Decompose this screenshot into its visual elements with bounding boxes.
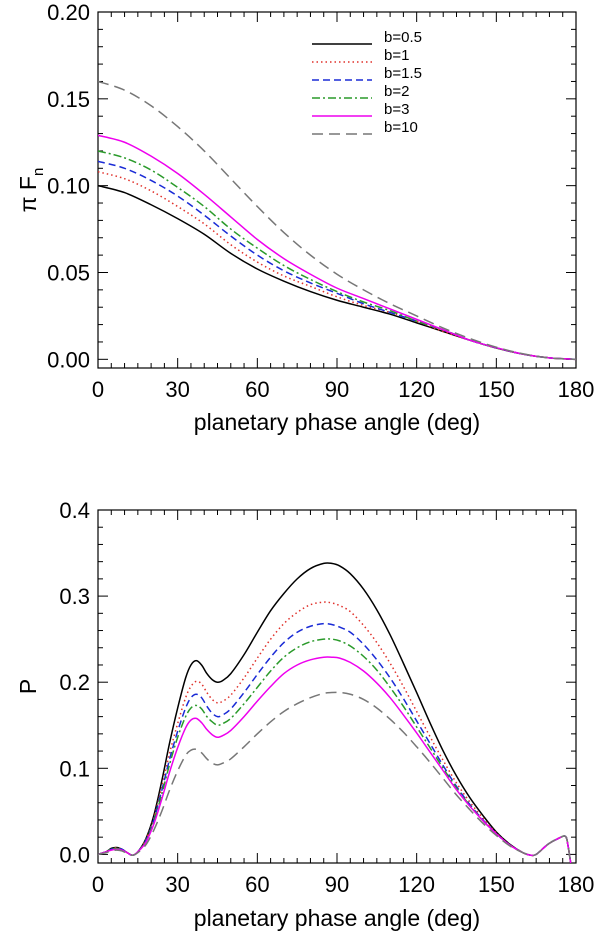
x-tick-label: 90 — [325, 872, 349, 897]
y-tick-label: 0.4 — [59, 498, 90, 523]
y-tick-label: 0.10 — [47, 174, 90, 199]
y-tick-label: 0.3 — [59, 584, 90, 609]
x-axis-label: planetary phase angle (deg) — [194, 905, 480, 931]
x-tick-label: 0 — [92, 872, 104, 897]
y-tick-label: 0.15 — [47, 87, 90, 112]
y-axis-label-subscript: n — [30, 168, 47, 176]
y-axis-label: π Fn — [15, 168, 47, 213]
series-line-b-10 — [98, 80, 576, 361]
series-line-b-1.5 — [98, 622, 572, 863]
series-line-b-10 — [98, 691, 572, 863]
legend-label: b=1.5 — [384, 65, 422, 82]
x-tick-label: 150 — [478, 377, 515, 402]
series-line-b-0.5 — [98, 184, 576, 361]
x-tick-label: 0 — [92, 377, 104, 402]
y-tick-label: 0.1 — [59, 756, 90, 781]
x-tick-label: 180 — [558, 377, 595, 402]
x-tick-label: 120 — [398, 872, 435, 897]
x-tick-label: 120 — [398, 377, 435, 402]
series-line-b-1 — [98, 601, 572, 863]
y-tick-label: 0.20 — [47, 0, 90, 25]
chart-panel-2: 0 30 60 90 120 150 180 0.0 0.1 0.2 0.3 0.4 planetary… — [15, 498, 594, 931]
series-line-b-1 — [98, 171, 576, 361]
legend-label: b=3 — [384, 101, 409, 118]
legend-label: b=0.5 — [384, 29, 422, 46]
chart-panel-1: 0 30 60 90 120 150 180 0.00 0.05 0.10 0.15 0.20 plan… — [15, 0, 594, 435]
y-axis-label-main: P — [15, 679, 41, 694]
series-line-b-3 — [98, 656, 572, 863]
x-tick-label: 90 — [325, 377, 349, 402]
y-tick-label: 0.05 — [47, 260, 90, 285]
plot-frame — [97, 11, 577, 369]
y-axis-label: P — [15, 679, 41, 694]
legend-label: b=1 — [384, 47, 409, 64]
series-group — [98, 562, 572, 863]
legend-label: b=2 — [384, 83, 409, 100]
y-tick-label: 0.0 — [59, 842, 90, 867]
series-line-b-1.5 — [98, 160, 576, 361]
x-tick-label: 150 — [478, 872, 515, 897]
y-tick-label: 0.00 — [47, 347, 90, 372]
x-tick-label: 60 — [245, 377, 269, 402]
x-tick-label: 180 — [558, 872, 595, 897]
y-tick-label: 0.2 — [59, 670, 90, 695]
series-line-b-3 — [98, 134, 576, 361]
plot-frame — [97, 509, 577, 864]
series-line-b-0.5 — [98, 562, 572, 863]
x-axis-label: planetary phase angle (deg) — [194, 409, 480, 435]
legend: b=0.5b=1b=1.5b=2b=3b=10 — [312, 29, 422, 136]
series-group — [98, 80, 576, 361]
y-axis-label-main: π F — [15, 176, 41, 212]
legend-label: b=10 — [384, 119, 418, 136]
x-tick-label: 60 — [245, 872, 269, 897]
series-line-b-2 — [98, 150, 576, 361]
x-tick-label: 30 — [165, 377, 189, 402]
x-tick-label: 30 — [165, 872, 189, 897]
series-line-b-2 — [98, 638, 572, 863]
